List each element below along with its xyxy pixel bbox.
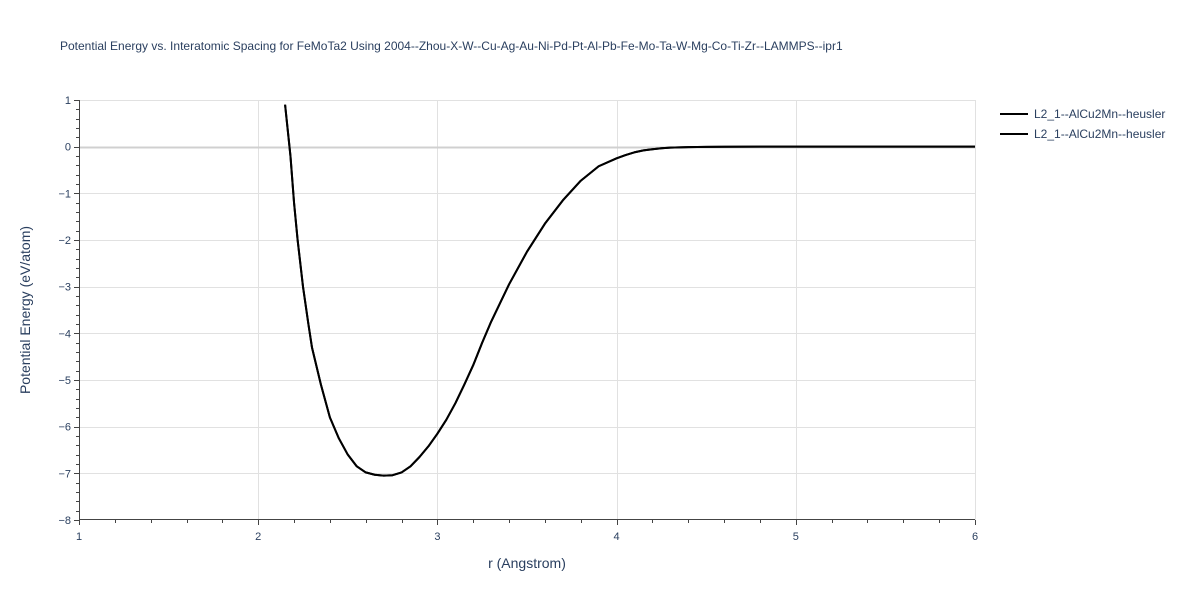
y-tick-label: −5	[58, 375, 71, 387]
legend-label: L2_1--AlCu2Mn--heusler	[1034, 107, 1165, 121]
x-tick-labels: 1 2 3 4 5 6	[76, 531, 978, 543]
series-line-2	[284, 104, 975, 477]
y-tick-label: −8	[58, 515, 71, 527]
x-axis-title: r (Angstrom)	[488, 555, 566, 571]
y-axis-title: Potential Energy (eV/atom)	[17, 226, 33, 394]
series-lines	[284, 104, 975, 477]
y-tick-label: −6	[58, 422, 71, 434]
x-tick-label: 5	[793, 531, 799, 543]
series-line-1	[284, 104, 975, 477]
y-tick-labels: 1 0 −1 −2 −3 −4 −5 −6 −7 −8	[58, 95, 71, 527]
y-tick-label: −4	[58, 328, 71, 340]
axes	[79, 100, 975, 520]
y-tick-label: −3	[58, 282, 71, 294]
legend-label: L2_1--AlCu2Mn--heusler	[1034, 127, 1165, 141]
x-tick-label: 4	[614, 531, 620, 543]
chart-title: Potential Energy vs. Interatomic Spacing…	[60, 39, 843, 53]
legend: L2_1--AlCu2Mn--heusler L2_1--AlCu2Mn--heu…	[1000, 107, 1165, 141]
y-tick-label: −2	[58, 235, 71, 247]
x-tick-label: 6	[972, 531, 978, 543]
y-tick-label: 0	[65, 142, 71, 154]
minor-ticks	[74, 100, 976, 525]
y-tick-label: −1	[58, 188, 71, 200]
x-tick-label: 1	[76, 531, 82, 543]
x-tick-label: 3	[434, 531, 440, 543]
y-tick-label: 1	[65, 95, 71, 107]
y-tick-label: −7	[58, 468, 71, 480]
grid	[79, 100, 976, 520]
x-tick-label: 2	[255, 531, 261, 543]
